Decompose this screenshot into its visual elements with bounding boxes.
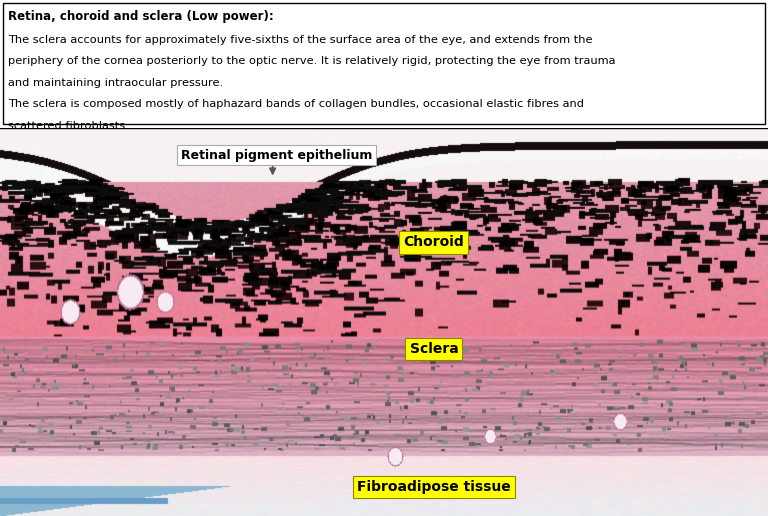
Text: Retinal pigment epithelium: Retinal pigment epithelium	[180, 149, 372, 162]
Text: Fibroadipose tissue: Fibroadipose tissue	[357, 480, 511, 494]
Text: and maintaining intraocular pressure.: and maintaining intraocular pressure.	[8, 77, 223, 88]
Text: Retina, choroid and sclera (Low power):: Retina, choroid and sclera (Low power):	[8, 10, 273, 23]
Text: periphery of the cornea posteriorly to the optic nerve. It is relatively rigid, : periphery of the cornea posteriorly to t…	[8, 56, 615, 66]
Text: Sclera: Sclera	[409, 342, 458, 356]
Text: Choroid: Choroid	[403, 235, 465, 249]
Text: The sclera is composed mostly of haphazard bands of collagen bundles, occasional: The sclera is composed mostly of haphaza…	[8, 99, 584, 109]
Text: scattered fibroblasts.: scattered fibroblasts.	[8, 121, 128, 131]
FancyBboxPatch shape	[3, 3, 765, 124]
Text: The sclera accounts for approximately five-sixths of the surface area of the eye: The sclera accounts for approximately fi…	[8, 35, 592, 44]
